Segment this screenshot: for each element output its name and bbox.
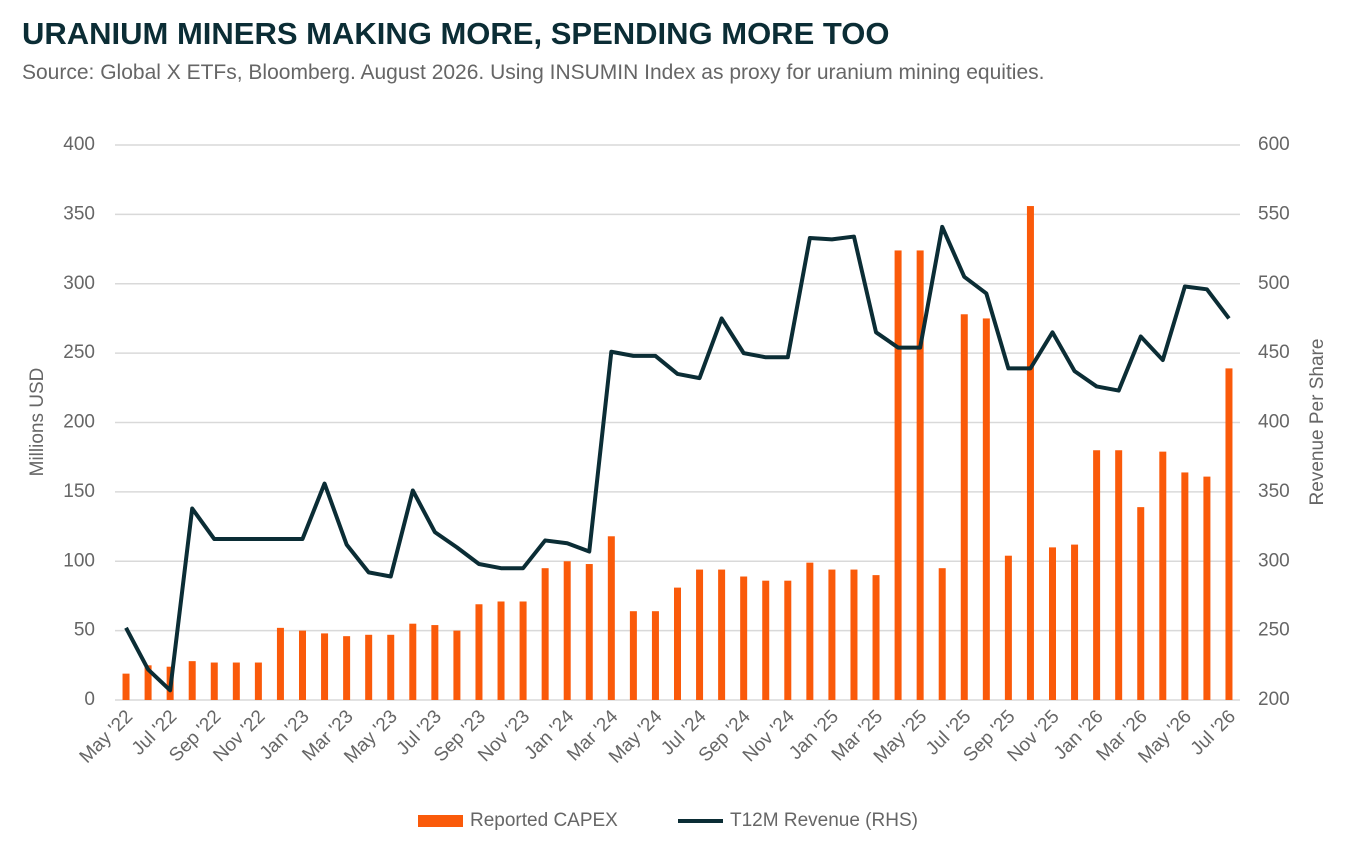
legend-swatch <box>418 815 463 827</box>
bar <box>828 569 836 700</box>
bar <box>982 318 990 700</box>
bar <box>563 561 571 700</box>
y-tick-label: 0 <box>84 689 95 710</box>
y-axis-label: Millions USD <box>27 368 48 477</box>
bar <box>651 611 659 700</box>
legend-label: T12M Revenue (RHS) <box>730 810 918 831</box>
bar <box>718 569 726 700</box>
y2-tick-label: 250 <box>1258 620 1290 641</box>
y-tick-label: 350 <box>63 203 95 224</box>
chart-subtitle: Source: Global X ETFs, Bloomberg. August… <box>22 61 1045 84</box>
bar <box>1093 450 1101 700</box>
bar <box>1004 555 1012 700</box>
y2-axis-label: Revenue Per Share <box>1307 339 1328 506</box>
line <box>124 224 1231 693</box>
legend-label: Reported CAPEX <box>470 810 618 831</box>
bar <box>387 634 395 700</box>
bar <box>629 611 637 700</box>
bar <box>453 630 461 700</box>
bar <box>409 623 417 700</box>
y-tick-label: 150 <box>63 481 95 502</box>
bar <box>762 580 770 700</box>
y-tick-label: 100 <box>63 550 95 571</box>
bar <box>1203 476 1211 700</box>
y2-tick-label: 550 <box>1258 203 1290 224</box>
y-tick-label: 400 <box>63 134 95 155</box>
y2-tick-label: 200 <box>1258 689 1290 710</box>
bar <box>188 661 196 700</box>
bar <box>1159 451 1167 700</box>
y2-tick-label: 500 <box>1258 273 1290 294</box>
bar <box>144 665 152 700</box>
bar <box>916 250 924 700</box>
bar <box>541 568 549 700</box>
bar <box>740 576 748 700</box>
bar <box>1137 507 1145 700</box>
y-tick-label: 50 <box>74 620 95 641</box>
bar <box>210 662 218 700</box>
chart-title: URANIUM MINERS MAKING MORE, SPENDING MOR… <box>22 16 890 51</box>
bar <box>321 633 329 700</box>
x-tick-label: May '22 <box>76 706 137 767</box>
y2-tick-label: 450 <box>1258 342 1290 363</box>
bar <box>1026 206 1034 701</box>
y2-tick-label: 350 <box>1258 481 1290 502</box>
bar <box>585 564 593 700</box>
bar <box>1071 544 1079 700</box>
bar <box>497 601 505 700</box>
bar <box>1181 472 1189 700</box>
y-tick-label: 200 <box>63 412 95 433</box>
bar <box>1225 368 1233 700</box>
bar <box>232 662 240 700</box>
bar <box>696 569 704 700</box>
bar <box>872 575 880 700</box>
bar <box>299 630 306 700</box>
bar <box>519 601 527 700</box>
bar <box>1049 547 1056 700</box>
bar <box>122 673 130 700</box>
bar <box>343 636 351 700</box>
y2-tick-label: 400 <box>1258 412 1290 433</box>
bar <box>276 627 284 700</box>
bar <box>431 625 439 700</box>
y2-tick-label: 600 <box>1258 134 1290 155</box>
bar <box>938 568 946 700</box>
y-tick-label: 300 <box>63 273 95 294</box>
bar <box>806 562 814 700</box>
y-tick-label: 250 <box>63 342 95 363</box>
bar <box>475 604 483 700</box>
bar <box>254 662 262 700</box>
bar <box>674 587 681 700</box>
x-tick-label: Jul '26 <box>1187 706 1240 759</box>
bar <box>607 536 615 700</box>
bar <box>1115 450 1123 700</box>
y2-tick-label: 300 <box>1258 550 1290 571</box>
bar <box>850 569 858 700</box>
bar <box>784 580 792 700</box>
bar <box>365 634 373 700</box>
bar <box>894 250 902 700</box>
bar <box>960 314 968 700</box>
